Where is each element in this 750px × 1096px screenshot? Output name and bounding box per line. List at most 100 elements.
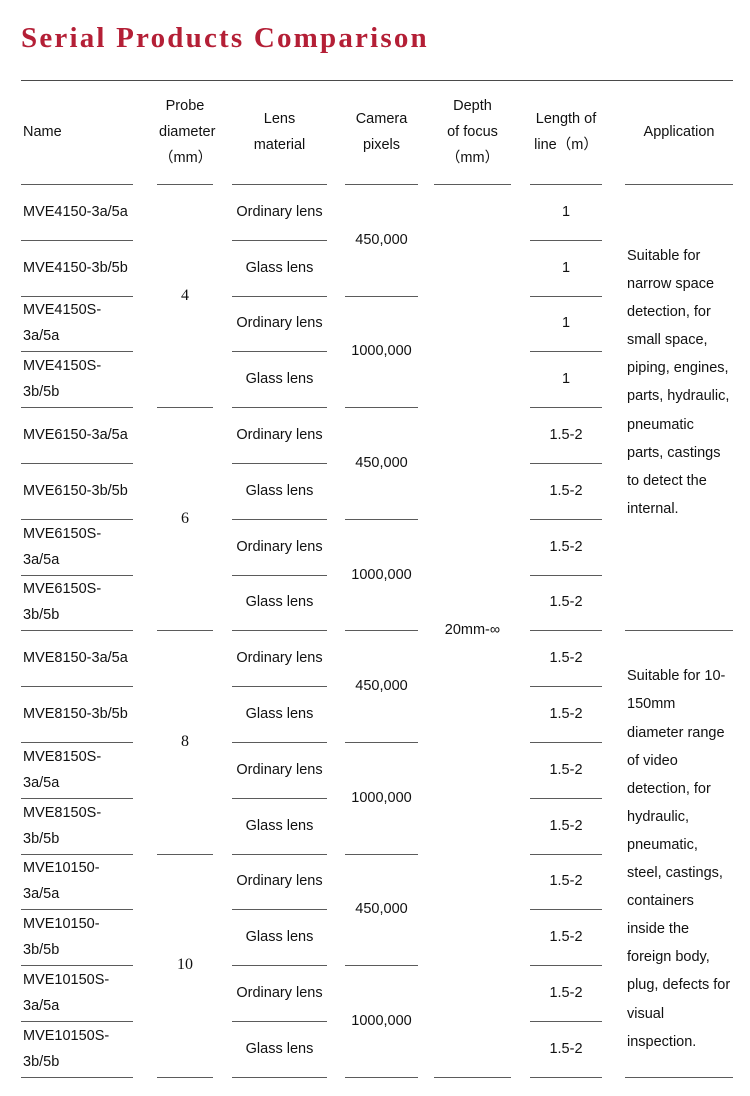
cell-name: MVE6150S-3b/5b bbox=[23, 581, 102, 624]
column-rule-lens bbox=[232, 965, 327, 966]
cell-length-of-line: 1 bbox=[561, 315, 571, 332]
column-header-line: Lens bbox=[263, 111, 296, 127]
column-rule-name bbox=[21, 463, 133, 464]
cell-name: MVE10150S-3b/5b bbox=[23, 1027, 110, 1070]
cell-length-of-line: 1.5-2 bbox=[549, 650, 583, 667]
cell-name: MVE8150-3b/5b bbox=[23, 706, 128, 723]
table-top-rule bbox=[21, 80, 733, 81]
column-header-line: Length of bbox=[535, 111, 597, 127]
cell-length-of-line: 1 bbox=[561, 259, 571, 276]
column-rule-lens bbox=[232, 463, 327, 464]
cell-lens-material: Glass lens bbox=[245, 482, 314, 499]
column-header-name: Name bbox=[21, 80, 133, 184]
column-rule-name bbox=[21, 1077, 133, 1078]
column-rule-length bbox=[530, 296, 602, 297]
cell-lens-material: Glass lens bbox=[245, 817, 314, 834]
column-rule-lens bbox=[232, 1077, 327, 1078]
cell-length-of-line: 1.5-2 bbox=[549, 706, 583, 723]
column-rule-length bbox=[530, 798, 602, 799]
column-header-depth: Depth of focus （mm） bbox=[434, 80, 511, 184]
column-rule-lens bbox=[232, 686, 327, 687]
column-header-probe: Probe diameter （mm） bbox=[157, 80, 216, 184]
cell-probe-diameter: 10 bbox=[177, 956, 193, 974]
column-rule-probe bbox=[157, 1077, 213, 1078]
cell-probe-diameter: 8 bbox=[181, 732, 189, 750]
cell-lens-material: Glass lens bbox=[245, 371, 314, 388]
cell-name: MVE6150-3b/5b bbox=[23, 482, 128, 499]
cell-camera-pixels: 1000,000 bbox=[351, 789, 412, 806]
column-rule-name bbox=[21, 519, 133, 520]
column-rule-lens bbox=[232, 630, 327, 631]
column-header-line: of focus bbox=[447, 124, 498, 140]
cell-length-of-line: 1.5-2 bbox=[549, 817, 583, 834]
column-rule-pixels bbox=[345, 296, 418, 297]
column-rule-length bbox=[530, 407, 602, 408]
cell-lens-material: Glass lens bbox=[245, 594, 314, 611]
column-rule-name bbox=[21, 965, 133, 966]
column-rule-length bbox=[530, 1021, 602, 1022]
cell-name: MVE4150S-3a/5a bbox=[23, 302, 102, 345]
cell-name: MVE4150S-3b/5b bbox=[23, 358, 102, 401]
column-header-line: Name bbox=[23, 124, 62, 140]
cell-name: MVE8150S-3b/5b bbox=[23, 804, 102, 847]
column-rule-name bbox=[21, 351, 133, 352]
column-rule-length bbox=[530, 909, 602, 910]
column-rule-probe bbox=[157, 407, 213, 408]
cell-length-of-line: 1.5-2 bbox=[549, 985, 583, 1002]
cell-application: Suitable for narrow space detection, for… bbox=[627, 248, 730, 517]
column-rule-lens bbox=[232, 240, 327, 241]
column-rule-pixels bbox=[345, 854, 418, 855]
column-rule-name bbox=[21, 854, 133, 855]
column-rule-pixels bbox=[345, 965, 418, 966]
column-rule-name bbox=[21, 407, 133, 408]
column-rule-name bbox=[21, 686, 133, 687]
cell-lens-material: Ordinary lens bbox=[236, 985, 323, 1002]
column-rule-lens bbox=[232, 798, 327, 799]
cell-probe-diameter: 4 bbox=[181, 286, 189, 304]
column-rule-name bbox=[21, 630, 133, 631]
cell-name: MVE8150-3a/5a bbox=[23, 650, 128, 667]
cell-lens-material: Glass lens bbox=[245, 929, 314, 946]
cell-lens-material: Glass lens bbox=[245, 706, 314, 723]
column-rule-length bbox=[530, 463, 602, 464]
column-rule-probe bbox=[157, 854, 213, 855]
cell-camera-pixels: 1000,000 bbox=[351, 1012, 412, 1029]
cell-lens-material: Ordinary lens bbox=[236, 315, 323, 332]
cell-name: MVE10150-3a/5a bbox=[23, 860, 100, 903]
cell-length-of-line: 1.5-2 bbox=[549, 1040, 583, 1057]
cell-name: MVE4150-3b/5b bbox=[23, 259, 128, 276]
column-rule-length bbox=[530, 184, 602, 185]
cell-camera-pixels: 450,000 bbox=[355, 231, 408, 248]
column-header-line: Probe bbox=[165, 98, 205, 114]
cell-length-of-line: 1.5-2 bbox=[549, 873, 583, 890]
column-rule-length bbox=[530, 351, 602, 352]
column-rule-length bbox=[530, 630, 602, 631]
cell-name: MVE10150-3b/5b bbox=[23, 916, 100, 959]
cell-length-of-line: 1.5-2 bbox=[549, 929, 583, 946]
column-rule-lens bbox=[232, 351, 327, 352]
cell-camera-pixels: 1000,000 bbox=[351, 566, 412, 583]
cell-length-of-line: 1.5-2 bbox=[549, 427, 583, 444]
column-header-length: Length of line（m） bbox=[530, 80, 602, 184]
column-rule-lens bbox=[232, 296, 327, 297]
column-rule-name bbox=[21, 1021, 133, 1022]
column-rule-length bbox=[530, 575, 602, 576]
column-header-line: diameter bbox=[159, 124, 216, 140]
column-rule-lens bbox=[232, 575, 327, 576]
column-rule-pixels bbox=[345, 630, 418, 631]
column-rule-pixels bbox=[345, 1077, 418, 1078]
column-rule-length bbox=[530, 1077, 602, 1078]
cell-camera-pixels: 450,000 bbox=[355, 901, 408, 918]
column-rule-lens bbox=[232, 854, 327, 855]
column-header-line: line（m） bbox=[534, 137, 598, 153]
column-rule-lens bbox=[232, 519, 327, 520]
column-rule-name bbox=[21, 240, 133, 241]
column-rule-application bbox=[625, 1077, 733, 1078]
column-rule-depth bbox=[434, 184, 511, 185]
cell-name: MVE6150-3a/5a bbox=[23, 427, 128, 444]
cell-lens-material: Ordinary lens bbox=[236, 427, 323, 444]
column-rule-name bbox=[21, 184, 133, 185]
column-header-line: material bbox=[253, 137, 306, 153]
comparison-table: Name Probe diameter （mm） Lens material Camera p… bbox=[21, 80, 733, 1085]
cell-length-of-line: 1 bbox=[561, 371, 571, 388]
